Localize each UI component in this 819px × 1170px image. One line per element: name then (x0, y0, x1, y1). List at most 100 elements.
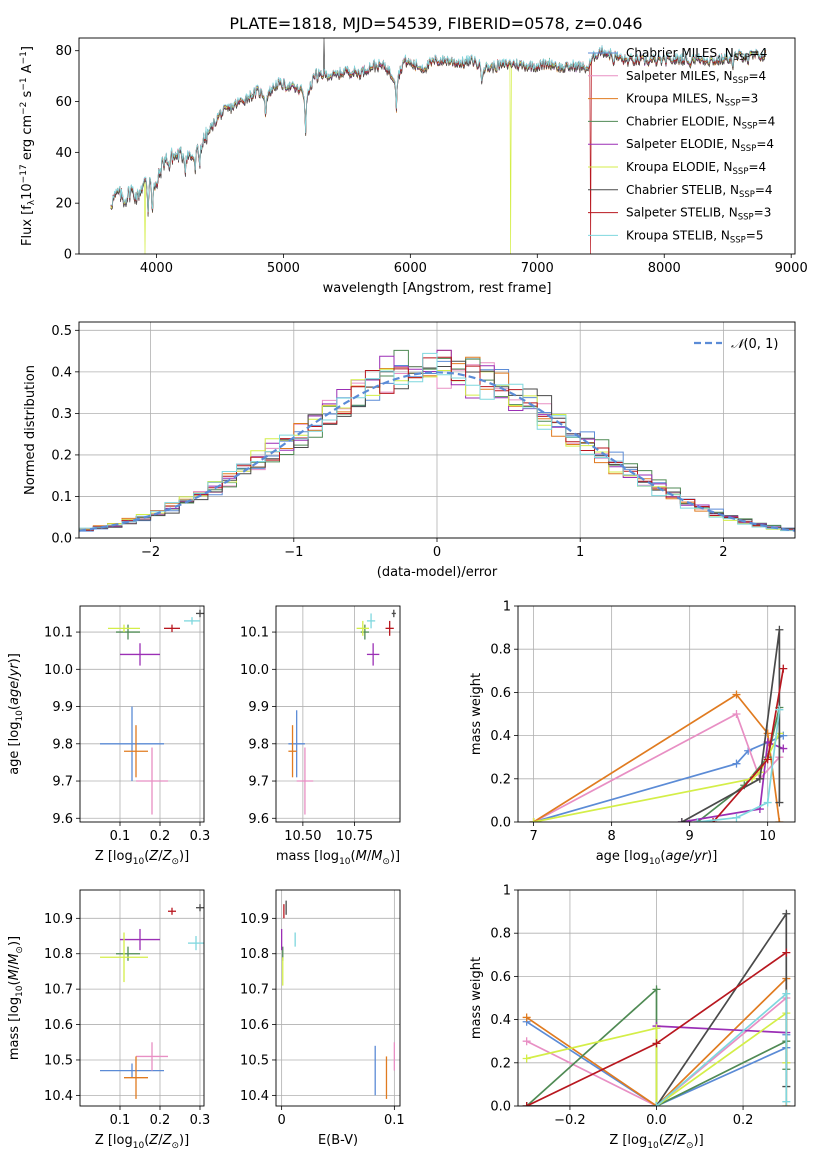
x-tick-label: 1 (576, 545, 584, 560)
y-axis-label-part: / (7, 964, 22, 969)
plot-area (79, 349, 795, 534)
y-tick-label: 0.6 (490, 970, 511, 985)
x-axis-label: mass [log10(M/M⊙)] (276, 849, 400, 867)
x-axis-label-part: Z [log (609, 1133, 647, 1148)
y-axis-label-part: erg cm (20, 115, 35, 164)
x-axis-label-part: yr (693, 849, 709, 864)
x-tick-label: 7 (529, 829, 537, 844)
weight-marker (652, 1039, 661, 1048)
x-axis-label-part: ⊙ (171, 1141, 179, 1151)
panel-age_vs_mass: 10.50 10.75 9.6 9.7 9.8 9.9 10.0 10.1 mass [log1… (240, 605, 401, 867)
y-axis-label-part: 10 (15, 985, 25, 997)
y-axis-label-part: ⊙ (15, 946, 25, 954)
histogram-step (79, 352, 795, 533)
x-axis-label-part: Z [log (95, 1133, 133, 1148)
x-tick-label: 0.1 (384, 1113, 405, 1128)
legend-series-name: Kroupa MILES, N (626, 92, 725, 106)
x-tick-label: 10.75 (336, 829, 373, 844)
x-axis-label-part: )] (179, 1133, 189, 1148)
x-tick-label: 0 (277, 1113, 285, 1128)
x-axis-label-part: ( (659, 1133, 664, 1148)
panel-residuals: −2 −1 0 1 2 0.0 0.1 0.2 0.3 0.4 0.5 (data-model)/er… (23, 321, 796, 580)
weight-marker (779, 664, 788, 673)
weight-marker (522, 1037, 531, 1046)
y-axis-label-part: M (7, 969, 22, 980)
y-tick-label: 1 (503, 884, 511, 899)
weight-marker (529, 818, 538, 822)
y-axis-label: Flux [fλ10−17 erg cm−2 s−1 A−1] (19, 46, 37, 246)
x-axis-label-part: 10 (649, 857, 661, 867)
x-axis-label-part: wavelength [Angstrom, rest frame] (323, 281, 552, 296)
y-tick-label: 0.4 (490, 729, 511, 744)
x-axis-label-part: Z (148, 1133, 159, 1148)
plot-area (522, 909, 791, 1106)
x-axis-label-part: Z (148, 849, 159, 864)
x-axis-label-part: )] (390, 849, 400, 864)
legend-series-name: Salpeter STELIB, N (626, 206, 738, 220)
y-axis-label-part: mass [log (7, 997, 22, 1060)
axes-frame (517, 605, 796, 823)
legend-sub: SSP (742, 121, 758, 131)
x-axis-label-part: ⊙ (382, 857, 390, 867)
panel-spectrum: 4000 5000 6000 7000 8000 9000 0 20 40 60 80 wavelen… (19, 37, 808, 296)
x-axis-label-part: / (158, 849, 163, 864)
weight-marker (732, 690, 741, 699)
legend-label: Kroupa STELIB, NSSP=5 (626, 228, 764, 245)
y-tick-label: 0.1 (51, 490, 72, 505)
x-axis-label-part: mass [log (276, 849, 339, 864)
x-axis-label-part: ( (660, 849, 665, 864)
y-tick-label: 9.6 (248, 812, 269, 827)
y-axis-label-part: mass weight (469, 673, 484, 755)
y-tick-label: 10.7 (44, 983, 73, 998)
weight-marker (677, 818, 686, 822)
y-axis-label-part: λ (27, 199, 37, 205)
y-tick-label: 9.9 (248, 700, 269, 715)
legend-label: Kroupa ELODIE, NSSP=4 (626, 160, 766, 177)
y-tick-label: 10.8 (240, 947, 269, 962)
weight-marker (732, 759, 741, 768)
x-tick-label: 6000 (394, 261, 427, 276)
y-axis-label-part: age (7, 681, 22, 705)
x-tick-label: 2 (719, 545, 727, 560)
y-tick-label: 9.6 (52, 812, 73, 827)
axes: 0 0.1 10.4 10.5 10.6 10.7 10.8 10.9 E(B-V) (240, 889, 405, 1148)
x-axis-label-part: / (673, 1133, 678, 1148)
x-tick-label: 9000 (775, 261, 808, 276)
weight-marker (652, 1024, 661, 1033)
weight-marker (763, 755, 772, 764)
panel-age_vs_Z: 0.1 0.2 0.39.69.79.89.910.010.1Z [log10(Z/… (7, 605, 210, 867)
weight-marker (652, 985, 661, 994)
legend-label: Chabrier ELODIE, NSSP=4 (626, 114, 775, 131)
weight-line (533, 693, 781, 822)
weight-line (533, 734, 784, 822)
weight-line (656, 1025, 787, 1034)
weight-line (681, 629, 781, 822)
axes-frame (79, 605, 205, 823)
histogram-legend: 𝒩(0, 1) (694, 337, 778, 352)
x-axis-label-part: M (371, 849, 382, 864)
x-axis-label-part: Z (676, 1133, 687, 1148)
y-tick-label: 1 (503, 600, 511, 615)
plot-area (288, 609, 396, 815)
y-axis-label-part: 10 (20, 183, 35, 200)
y-tick-label: 0.6 (490, 686, 511, 701)
y-axis-label-part: age [log (7, 722, 22, 775)
x-tick-label: −0.2 (554, 1113, 586, 1128)
weight-marker (779, 744, 788, 753)
x-tick-label: 0.1 (110, 829, 131, 844)
plot-area (100, 904, 204, 1099)
y-axis-label-part: s (20, 90, 35, 101)
x-axis-label-part: / (158, 1133, 163, 1148)
legend-nssp: =4 (748, 160, 766, 174)
x-axis-label-part: )] (707, 849, 717, 864)
y-tick-label: 40 (55, 146, 72, 161)
weight-marker (782, 909, 791, 918)
y-tick-label: 0.5 (51, 324, 72, 339)
x-tick-label: 0.3 (190, 1113, 211, 1128)
x-tick-label: 0.2 (150, 1113, 171, 1128)
x-axis-label-part: (data-model)/error (377, 565, 498, 580)
x-axis-label: (data-model)/error (377, 565, 498, 580)
x-tick-label: 4000 (140, 261, 173, 276)
weight-marker (522, 1102, 531, 1106)
y-tick-label: 10.1 (240, 626, 269, 641)
